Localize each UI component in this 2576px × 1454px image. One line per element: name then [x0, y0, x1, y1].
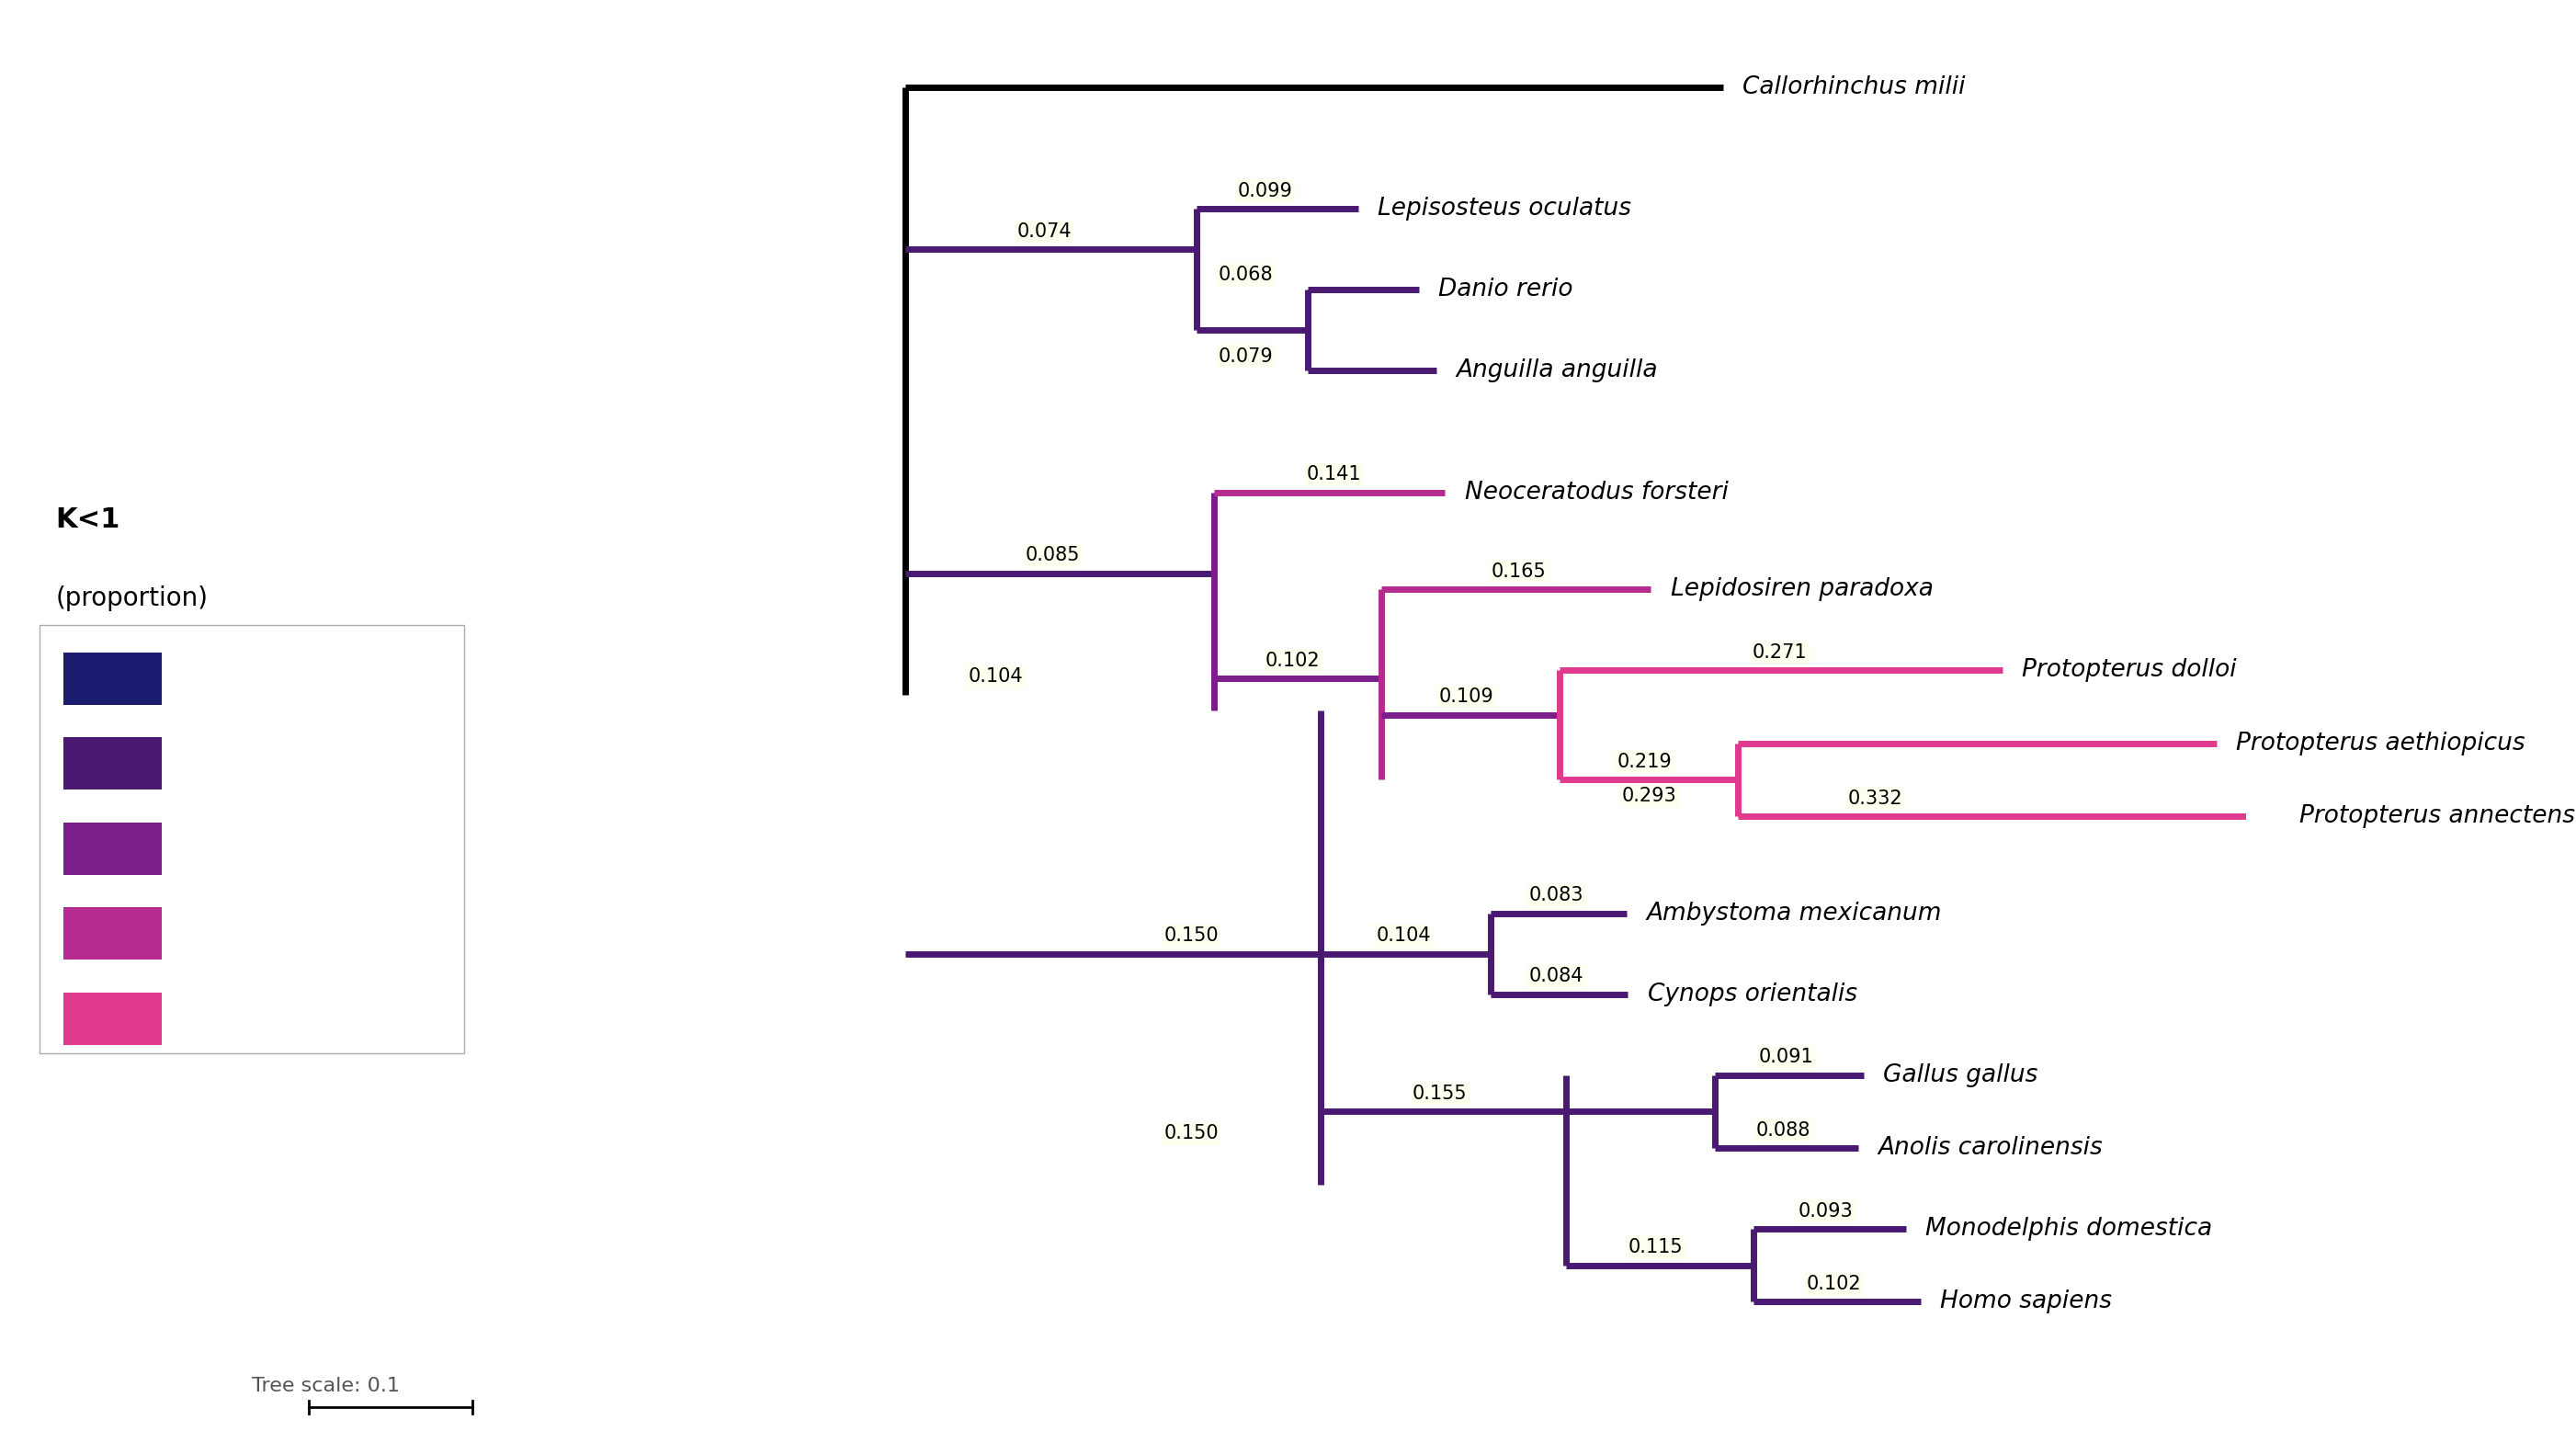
- Text: 0.102: 0.102: [1806, 1275, 1862, 1293]
- Text: 0.141: 0.141: [1306, 465, 1360, 484]
- Text: Gallus gallus: Gallus gallus: [1883, 1063, 2038, 1088]
- Text: 0.293: 0.293: [1623, 787, 1677, 806]
- Text: Neoceratodus forsteri: Neoceratodus forsteri: [1466, 480, 1728, 505]
- Text: Tree scale: 0.1: Tree scale: 0.1: [252, 1377, 399, 1394]
- Text: 0.69: 0.69: [183, 836, 240, 861]
- Text: 0.155: 0.155: [1412, 1085, 1468, 1104]
- Text: 0.104: 0.104: [1376, 926, 1432, 945]
- Text: 0.75: 0.75: [183, 920, 240, 947]
- Text: 0.58: 0.58: [183, 666, 240, 691]
- Text: 0.084: 0.084: [1528, 967, 1584, 986]
- Text: Monodelphis domestica: Monodelphis domestica: [1924, 1217, 2213, 1240]
- FancyBboxPatch shape: [64, 737, 162, 790]
- Text: Lepisosteus oculatus: Lepisosteus oculatus: [1378, 196, 1631, 221]
- Text: 0.219: 0.219: [1618, 753, 1672, 771]
- Text: Lepidosiren paradoxa: Lepidosiren paradoxa: [1669, 577, 1932, 602]
- Text: Protopterus aethiopicus: Protopterus aethiopicus: [2236, 731, 2524, 755]
- Text: 0.102: 0.102: [1265, 651, 1321, 670]
- Text: 0.083: 0.083: [1528, 887, 1584, 904]
- FancyBboxPatch shape: [64, 822, 162, 875]
- FancyBboxPatch shape: [64, 992, 162, 1045]
- Text: (proportion): (proportion): [57, 586, 209, 611]
- Text: 0.115: 0.115: [1628, 1239, 1682, 1256]
- Text: 0.104: 0.104: [969, 667, 1023, 686]
- Text: 0.099: 0.099: [1236, 182, 1293, 201]
- Text: Danio rerio: Danio rerio: [1437, 278, 1574, 302]
- Text: 0.079: 0.079: [1218, 348, 1273, 365]
- Text: 0.271: 0.271: [1752, 643, 1808, 662]
- Text: 0.093: 0.093: [1798, 1202, 1852, 1220]
- Text: Cynops orientalis: Cynops orientalis: [1649, 983, 1857, 1006]
- Text: 0.165: 0.165: [1492, 563, 1546, 580]
- Text: Protopterus dolloi: Protopterus dolloi: [2022, 659, 2236, 682]
- Text: 0.64: 0.64: [183, 750, 240, 776]
- Text: 0.074: 0.074: [1018, 222, 1072, 241]
- Text: 0.068: 0.068: [1218, 266, 1273, 285]
- FancyBboxPatch shape: [64, 651, 162, 705]
- Text: 0.109: 0.109: [1437, 688, 1494, 707]
- Text: 0.150: 0.150: [1164, 1124, 1218, 1143]
- Text: 0.085: 0.085: [1025, 547, 1079, 564]
- Text: 0.8: 0.8: [183, 1006, 224, 1031]
- Text: Ambystoma mexicanum: Ambystoma mexicanum: [1646, 901, 1942, 925]
- Text: K<1: K<1: [57, 506, 121, 532]
- FancyBboxPatch shape: [39, 625, 464, 1054]
- Text: Anolis carolinensis: Anolis carolinensis: [1878, 1136, 2102, 1160]
- Text: 0.332: 0.332: [1847, 790, 1901, 807]
- Text: Anguilla anguilla: Anguilla anguilla: [1455, 359, 1659, 382]
- Text: Protopterus annectens: Protopterus annectens: [2300, 804, 2576, 827]
- Text: Callorhinchus milii: Callorhinchus milii: [1741, 76, 1965, 99]
- Text: 0.091: 0.091: [1759, 1048, 1814, 1067]
- Text: 0.150: 0.150: [1164, 926, 1218, 945]
- FancyBboxPatch shape: [64, 907, 162, 960]
- Text: 0.088: 0.088: [1757, 1121, 1811, 1140]
- Text: Homo sapiens: Homo sapiens: [1940, 1290, 2112, 1314]
